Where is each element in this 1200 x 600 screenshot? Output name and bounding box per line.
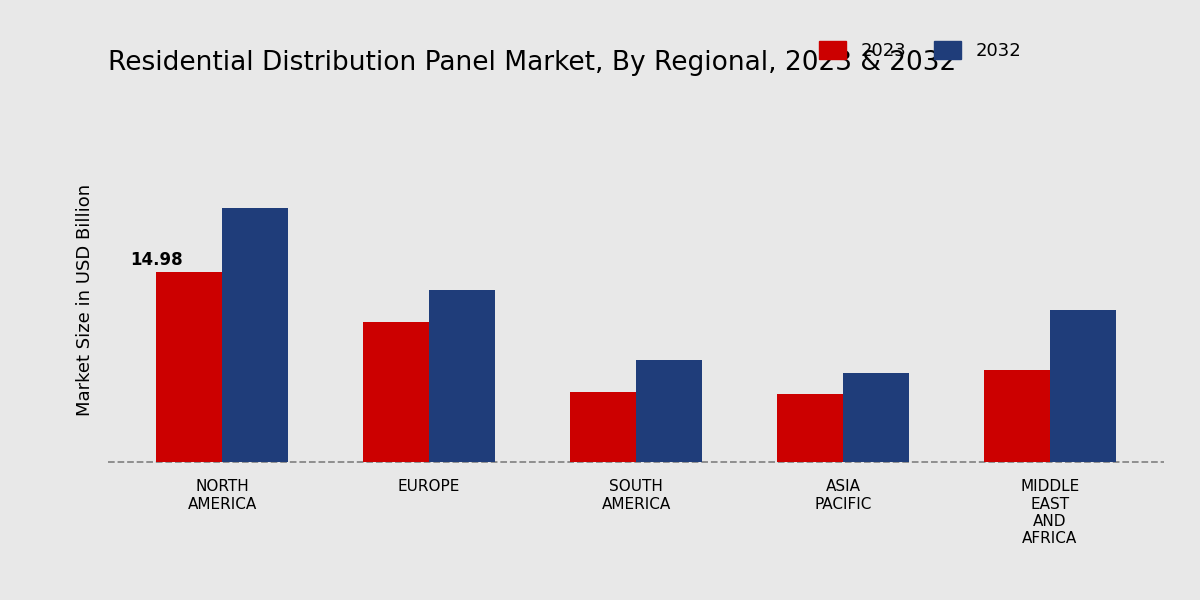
Bar [776,394,842,461]
Bar [222,208,288,461]
Bar [842,373,910,461]
Bar [984,370,1050,461]
Legend: 2023, 2032: 2023, 2032 [812,34,1028,67]
Bar [156,272,222,461]
Bar [362,322,430,461]
Bar [636,360,702,461]
Bar [570,392,636,461]
Text: 14.98: 14.98 [131,251,182,269]
Bar [430,290,496,461]
Text: Residential Distribution Panel Market, By Regional, 2023 & 2032: Residential Distribution Panel Market, B… [108,49,956,76]
Y-axis label: Market Size in USD Billion: Market Size in USD Billion [76,184,94,416]
Bar [1050,310,1116,461]
